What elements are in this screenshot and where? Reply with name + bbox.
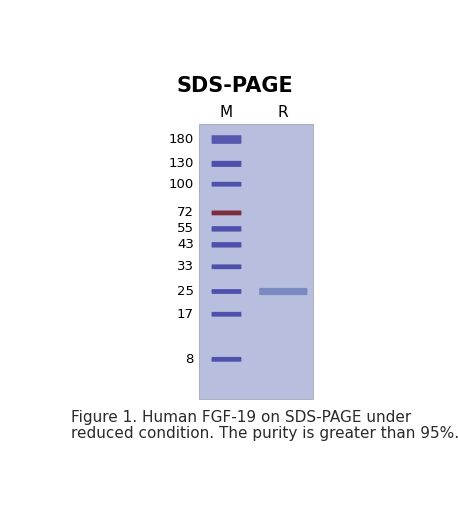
FancyBboxPatch shape <box>212 226 241 232</box>
Text: 55: 55 <box>177 222 194 235</box>
Text: 43: 43 <box>177 238 194 251</box>
Text: Figure 1. Human FGF-19 on SDS-PAGE under: Figure 1. Human FGF-19 on SDS-PAGE under <box>71 410 412 425</box>
FancyBboxPatch shape <box>212 242 241 248</box>
Text: SDS-PAGE: SDS-PAGE <box>176 76 293 96</box>
Text: 130: 130 <box>169 157 194 170</box>
Text: R: R <box>278 105 289 120</box>
FancyBboxPatch shape <box>212 161 241 167</box>
Text: 25: 25 <box>177 285 194 298</box>
Text: 33: 33 <box>177 260 194 274</box>
Text: 180: 180 <box>169 133 194 146</box>
Text: 17: 17 <box>177 308 194 321</box>
FancyBboxPatch shape <box>212 264 241 269</box>
FancyBboxPatch shape <box>212 312 241 316</box>
FancyBboxPatch shape <box>212 357 241 362</box>
Text: reduced condition. The purity is greater than 95%.: reduced condition. The purity is greater… <box>71 426 458 441</box>
FancyBboxPatch shape <box>212 182 241 186</box>
Text: 100: 100 <box>169 178 194 191</box>
FancyBboxPatch shape <box>212 289 241 294</box>
FancyBboxPatch shape <box>212 210 241 215</box>
Text: 72: 72 <box>177 207 194 220</box>
Text: M: M <box>220 105 233 120</box>
FancyBboxPatch shape <box>259 288 307 295</box>
FancyBboxPatch shape <box>212 135 241 144</box>
Text: 8: 8 <box>185 353 194 366</box>
FancyBboxPatch shape <box>199 124 313 399</box>
